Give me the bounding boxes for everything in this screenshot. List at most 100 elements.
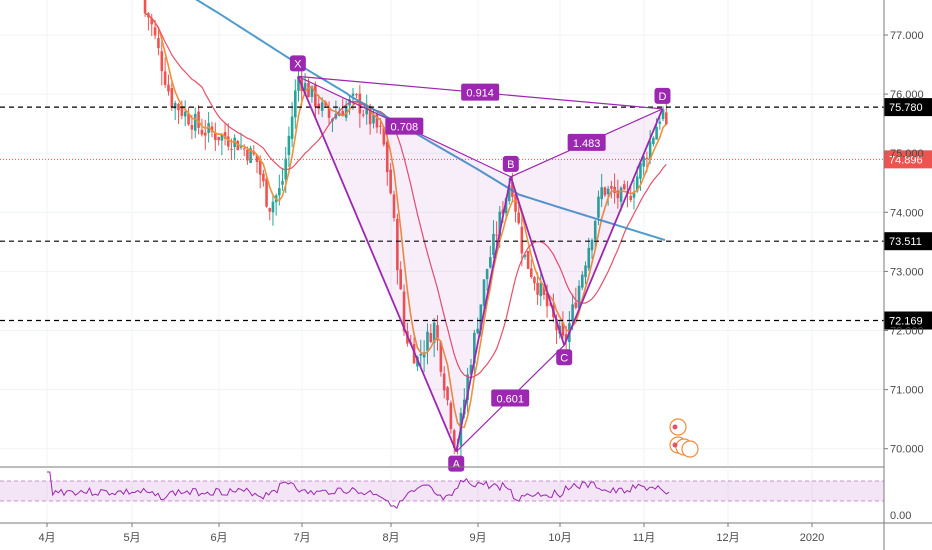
candle-body: [533, 277, 536, 284]
candle-body: [489, 257, 492, 268]
candle-body: [574, 302, 578, 308]
candle-body: [183, 111, 187, 117]
candle-body: [249, 148, 252, 164]
candle-body: [485, 268, 489, 280]
candle-body: [492, 233, 495, 255]
candle-body: [163, 71, 167, 85]
candle-body: [355, 94, 358, 96]
candlesticks: [143, 0, 668, 457]
candle-body: [210, 126, 214, 132]
candle-body: [252, 151, 256, 155]
candle-body: [580, 274, 584, 288]
candle-body: [639, 163, 642, 179]
candle-body: [610, 186, 613, 189]
candle-body: [242, 148, 246, 150]
candle-body: [226, 136, 230, 147]
candle-body: [466, 374, 469, 401]
candle-body: [287, 135, 291, 156]
candle-body: [419, 353, 423, 356]
candle-body: [432, 322, 436, 343]
candle-body: [203, 132, 207, 136]
point-badge: [654, 87, 671, 104]
time-tick-label: 6月: [210, 532, 227, 544]
candle-body: [170, 88, 174, 108]
candle-body: [642, 156, 645, 167]
candle-body: [606, 188, 610, 195]
candle-body: [526, 251, 530, 269]
candle-body: [385, 141, 389, 173]
candle-body: [593, 220, 597, 240]
candle-body: [344, 105, 348, 118]
candle-body: [479, 304, 483, 331]
candle-body: [193, 113, 197, 131]
level-tag-label: 74.896: [889, 154, 923, 166]
candle-body: [514, 193, 517, 212]
candle-body: [564, 334, 568, 341]
candle-body: [351, 93, 355, 96]
candle-body: [542, 286, 546, 295]
candle-body: [536, 282, 539, 295]
ratio-badge: [385, 117, 424, 135]
candle-body: [375, 114, 379, 128]
candle-body: [220, 134, 224, 141]
candle-body: [303, 83, 307, 94]
candle-body: [498, 211, 502, 237]
time-tick-label: 10月: [548, 532, 571, 544]
candle-body: [504, 198, 508, 214]
candle-body: [217, 136, 220, 141]
candle-body: [197, 111, 200, 128]
price-tick-label: 76.000: [890, 89, 924, 101]
ratio-badge: [567, 133, 606, 151]
candle-body: [382, 127, 386, 145]
candle-body: [476, 328, 479, 334]
candle-body: [507, 185, 511, 202]
candle-body: [255, 154, 259, 162]
indicator-band-fill: [0, 481, 884, 501]
price-tick-label: 77.000: [890, 30, 924, 42]
candle-body: [307, 82, 310, 98]
candle-body: [379, 125, 382, 127]
ratio-badge: [491, 389, 530, 407]
level-tag-label: 75.780: [889, 102, 923, 114]
candle-body: [246, 149, 249, 161]
candle-body: [429, 333, 433, 343]
point-badge: [289, 55, 306, 72]
candle-body: [293, 90, 297, 118]
price-tick-label: 74.000: [890, 207, 924, 219]
candle-body: [645, 157, 649, 160]
watermark-logo: [669, 418, 699, 458]
candle-body: [469, 364, 473, 375]
candle-body: [236, 141, 240, 151]
candle-body: [648, 141, 652, 159]
candle-body: [314, 84, 317, 107]
candle-body: [597, 196, 600, 218]
pattern-leg: [563, 108, 664, 346]
price-tick-label: 72.000: [890, 326, 924, 338]
pattern-fill-bcd: [510, 108, 663, 346]
candle-body: [632, 191, 636, 198]
candle-body: [327, 107, 331, 118]
indicator-line: [47, 471, 670, 510]
candle-body: [482, 279, 486, 306]
point-label: X: [294, 58, 302, 70]
point-label: D: [659, 91, 667, 103]
point-label: B: [507, 159, 514, 171]
candle-body: [449, 402, 453, 430]
candle-body: [389, 169, 392, 194]
candle-body: [223, 132, 227, 139]
time-tick-label: 2020: [800, 532, 824, 544]
candle-body: [341, 111, 345, 117]
candle-body: [658, 121, 662, 124]
candle-body: [473, 332, 476, 364]
candle-body: [372, 114, 375, 124]
time-tick-label: 9月: [469, 532, 486, 544]
candle-body: [622, 184, 626, 190]
candle-body: [426, 331, 429, 351]
pattern-leg: [455, 176, 512, 452]
candle-body: [284, 158, 288, 180]
candle-body: [173, 102, 177, 109]
logo-circle: [681, 440, 699, 458]
candle-body: [153, 27, 157, 36]
candle-body: [530, 268, 533, 278]
